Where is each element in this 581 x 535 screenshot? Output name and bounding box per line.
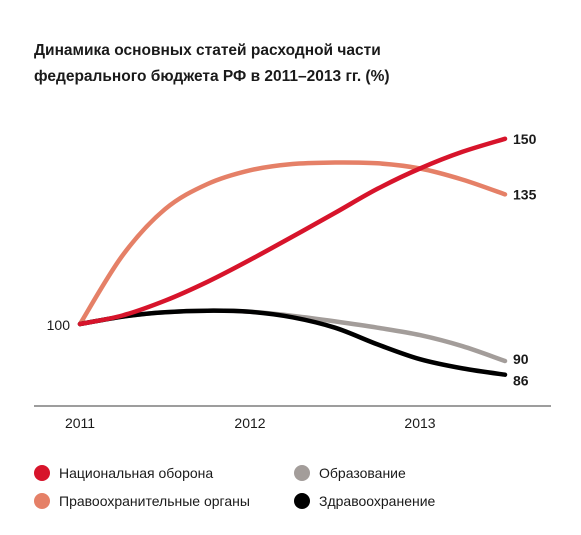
x-tick-label-2011: 2011 — [65, 415, 95, 431]
legend-item-3: Образование — [294, 462, 406, 484]
end-label-86: 86 — [513, 373, 529, 389]
legend: Национальная оборона Правоохранительные о… — [34, 462, 554, 518]
end-label-150: 150 — [513, 131, 537, 147]
end-labels: 150 135 90 86 — [513, 131, 537, 389]
series-line-2 — [77, 160, 508, 327]
y-start-label: 100 — [47, 317, 71, 333]
legend-swatch — [294, 465, 310, 481]
end-label-135: 135 — [513, 186, 537, 202]
legend-swatch — [294, 493, 310, 509]
chart-title: Динамика основных статей расходной части… — [34, 38, 554, 90]
series-line-4 — [77, 308, 508, 377]
legend-item-4: Здравоохранение — [294, 490, 435, 512]
legend-label: Образование — [319, 465, 406, 481]
series-line-1 — [77, 136, 508, 327]
legend-item-1: Национальная оборона — [34, 462, 213, 484]
x-tick-labels: 2011 2012 2013 — [65, 415, 436, 431]
legend-label: Здравоохранение — [319, 493, 436, 509]
chart-title-line-1: Динамика основных статей расходной части — [34, 42, 381, 59]
x-tick-label-2013: 2013 — [404, 415, 435, 431]
chart-title-line-2: федерального бюджета РФ в 2011–2013 гг. … — [34, 68, 390, 85]
x-tick-label-2012: 2012 — [234, 415, 265, 431]
end-label-90: 90 — [513, 351, 529, 367]
legend-swatch — [34, 493, 50, 509]
legend-item-2: Правоохранительные органы — [34, 490, 250, 512]
series-lines — [77, 136, 508, 377]
legend-label: Правоохранительные органы — [59, 493, 250, 509]
legend-swatch — [34, 465, 50, 481]
legend-label: Национальная оборона — [59, 465, 214, 481]
